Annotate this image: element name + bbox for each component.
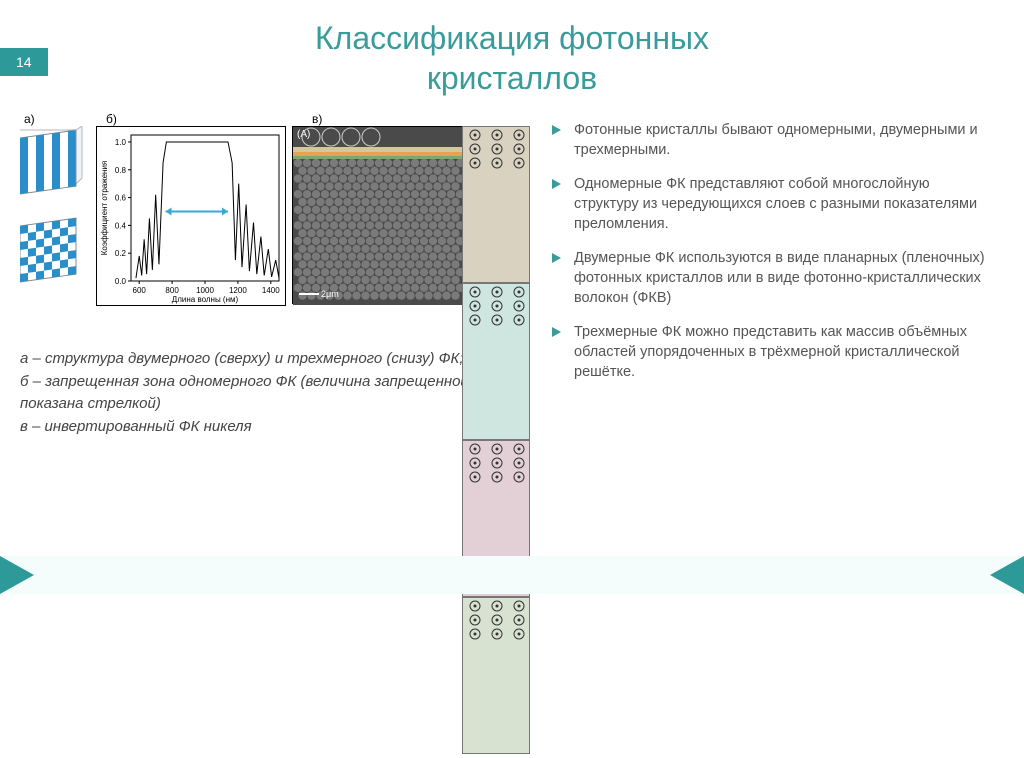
right-column: Фотонные кристаллы бывают одномерными, д…	[540, 110, 1024, 570]
svg-text:0.6: 0.6	[115, 194, 127, 203]
panel-a	[20, 126, 90, 302]
svg-text:0.8: 0.8	[115, 166, 127, 175]
cube-2d	[20, 126, 84, 190]
bullet-item: Двумерные ФК используются в виде планарн…	[552, 248, 996, 308]
bullet-item: Фотонные кристаллы бывают одномерными, д…	[552, 120, 996, 160]
svg-text:800: 800	[165, 286, 179, 295]
micro-4	[462, 597, 530, 754]
title-line-1: Классификация фотонных	[315, 20, 709, 56]
footer-tri-right-icon	[990, 556, 1024, 594]
panel-c: 2μm (A)	[292, 126, 532, 306]
title-line-2: кристаллов	[427, 60, 597, 96]
page-number-badge: 14	[0, 48, 48, 76]
content-area: а) б) в)	[0, 110, 1024, 570]
bullet-item: Одномерные ФК представляют собой многосл…	[552, 174, 996, 234]
svg-text:1.0: 1.0	[115, 138, 127, 147]
footer-bar	[0, 556, 1024, 594]
figure-row: а) б) в)	[20, 110, 540, 306]
sem-top-circles	[293, 127, 463, 161]
svg-text:1200: 1200	[229, 286, 247, 295]
footer-tri-left-icon	[0, 556, 34, 594]
micro-2	[462, 283, 530, 440]
sem-image: 2μm (A)	[292, 126, 462, 304]
fig-label-b: б)	[106, 112, 117, 126]
slide-title: Классификация фотонных кристаллов	[0, 18, 1024, 98]
svg-text:Длина волны (нм): Длина волны (нм)	[172, 295, 239, 304]
left-column: а) б) в)	[0, 110, 540, 570]
panel-b-chart: 600 800 1000 1200 1400 0.0 0.2 0.4 0.6 0.8 1.0 Длин…	[96, 126, 286, 306]
svg-text:600: 600	[133, 286, 147, 295]
svg-text:1000: 1000	[196, 286, 214, 295]
micro-1	[462, 126, 530, 283]
reflection-chart: 600 800 1000 1200 1400 0.0 0.2 0.4 0.6 0.8 1.0 Длин…	[97, 127, 285, 305]
svg-text:Коэффициент отражения: Коэффициент отражения	[100, 161, 109, 255]
scale-bar: 2μm	[299, 289, 339, 299]
fig-label-c: в)	[312, 112, 322, 126]
svg-text:0.0: 0.0	[115, 277, 127, 286]
svg-text:0.4: 0.4	[115, 221, 127, 230]
micro-panel	[462, 126, 530, 306]
bullet-item: Трехмерные ФК можно представить как масс…	[552, 322, 996, 382]
bullet-list: Фотонные кристаллы бывают одномерными, д…	[552, 120, 996, 382]
cube-3d	[20, 214, 84, 278]
fig-label-a: а)	[24, 112, 35, 126]
svg-text:0.2: 0.2	[115, 249, 127, 258]
svg-text:1400: 1400	[262, 286, 280, 295]
